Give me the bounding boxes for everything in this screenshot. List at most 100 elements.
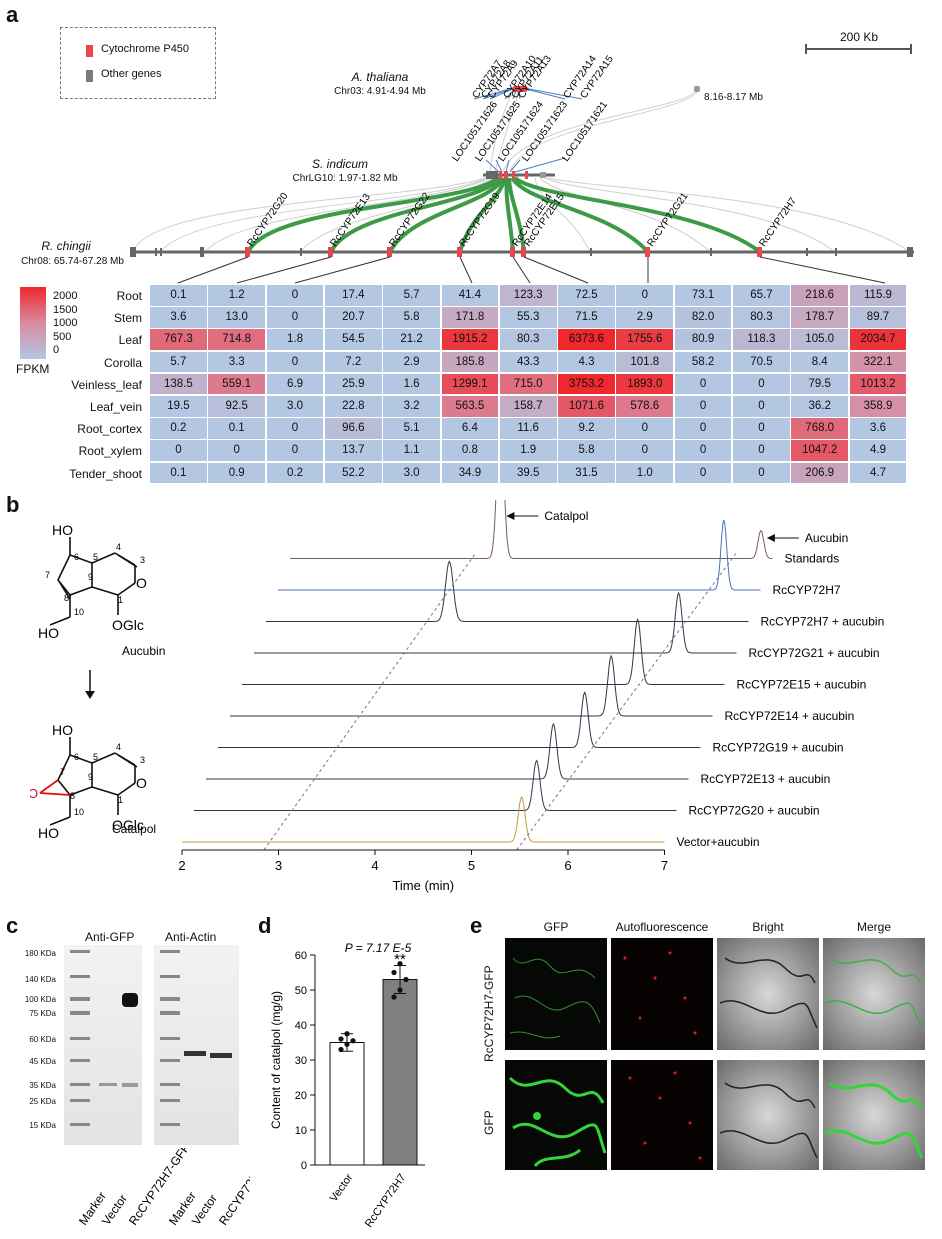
actin-band <box>210 1053 232 1058</box>
data-point <box>344 1041 350 1047</box>
athaliana-region: Chr03: 4.91-4.94 Mb <box>334 86 426 97</box>
catalpol-peak-label: Catalpol <box>544 509 588 523</box>
chromatogram-trace <box>194 759 677 811</box>
data-point <box>397 987 403 993</box>
heatmap-cell: 34.9 <box>441 462 499 484</box>
gfp-band <box>122 993 138 1007</box>
x-tick-label: 5 <box>468 858 475 873</box>
heatmap-cell: 715.0 <box>499 373 557 395</box>
blot-lane-labels: Marker Vector RcCYP72H7-GFP Marker Vecto… <box>76 1148 250 1228</box>
heatmap-cell: 1.1 <box>383 440 440 462</box>
heatmap-cell: 5.1 <box>383 418 440 439</box>
heatmap-row-label: Leaf_vein <box>89 400 142 414</box>
panel-label-a: a <box>6 2 19 27</box>
heatmap-cell: 0 <box>733 373 790 395</box>
heatmap-cell: 4.3 <box>558 351 615 373</box>
chromatogram-trace <box>278 519 761 591</box>
heatmap-cell: 1.6 <box>383 373 440 395</box>
y-tick-label: 10 <box>295 1125 307 1137</box>
heatmap-cell: 31.5 <box>558 462 615 484</box>
gfp-image <box>505 1060 607 1170</box>
colorbar-title: FPKM <box>16 362 50 376</box>
heatmap-cell: 0 <box>266 285 324 306</box>
athaliana-extra-block <box>694 86 700 92</box>
anti-gfp-label: Anti-GFP <box>85 930 135 944</box>
heatmap-cell: 3.2 <box>383 396 440 417</box>
heatmap-cell: 5.7 <box>383 285 440 306</box>
heatmap-cell: 58.2 <box>674 351 732 373</box>
heatmap-cell: 0 <box>266 307 324 328</box>
marker-label: 25 KDa <box>29 1097 56 1106</box>
marker-label: 75 KDa <box>29 1009 56 1018</box>
svg-text:1: 1 <box>118 595 123 605</box>
heatmap-cell: 0 <box>674 396 732 417</box>
bright-image <box>717 1060 819 1170</box>
svg-text:1: 1 <box>118 795 123 805</box>
heatmap-cell: 0 <box>616 285 674 306</box>
heatmap-cell: 80.9 <box>674 329 732 351</box>
heatmap-cell: 322.1 <box>849 351 907 373</box>
aucubin-oglc: OGlc <box>112 617 144 633</box>
panel-label-d: d <box>258 913 272 938</box>
actin-band <box>184 1051 206 1056</box>
svg-text:3: 3 <box>140 755 145 765</box>
heatmap-row-label: Root_xylem <box>78 444 142 459</box>
athaliana-name: A. thaliana <box>351 70 409 84</box>
heatmap-cell: 0 <box>733 462 790 484</box>
heatmap-cell: 3.3 <box>208 351 266 373</box>
heatmap-cell: 1755.6 <box>616 329 674 351</box>
catalpol-ho2: HO <box>38 825 59 841</box>
microscopy-column-header: Bright <box>752 920 784 934</box>
heatmap-cell: 2.9 <box>383 351 440 373</box>
sindicum-gene-blocks <box>486 171 546 179</box>
heatmap-cell: 0 <box>266 418 324 439</box>
heatmap-cell: 218.6 <box>791 285 849 306</box>
heatmap-cell: 43.3 <box>499 351 557 373</box>
heatmap-cell: 6.4 <box>441 418 499 439</box>
x-tick-label: 6 <box>564 858 571 873</box>
panel-label-b: b <box>6 492 20 517</box>
rchingii-name: R. chingii <box>41 239 91 253</box>
trace-label: RcCYP72G20 + aucubin <box>689 804 820 818</box>
aucubin-ho: HO <box>52 522 73 538</box>
heatmap-cell: 1.8 <box>266 329 324 351</box>
y-tick-label: 60 <box>295 950 307 962</box>
aucubin-name: Aucubin <box>122 644 165 658</box>
heatmap-cell: 0.2 <box>150 418 207 439</box>
heatmap-cell: 105.0 <box>791 329 849 351</box>
x-axis-label: Time (min) <box>392 878 454 893</box>
heatmap-cell: 25.9 <box>324 373 382 395</box>
heatmap-cell: 714.8 <box>208 329 266 351</box>
blue-links <box>473 87 583 173</box>
heatmap-cell: 118.3 <box>733 329 790 351</box>
heatmap-cell: 2034.7 <box>849 329 907 351</box>
heatmap-cell: 768.0 <box>791 418 849 439</box>
heatmap-cell: 578.6 <box>616 396 674 417</box>
x-tick-label: 4 <box>371 858 378 873</box>
p-value: P = 7.17 E-5 <box>345 941 412 955</box>
heatmap-cell: 5.7 <box>150 351 207 373</box>
y-tick-label: 30 <box>295 1055 307 1067</box>
heatmap-cell: 0.2 <box>266 462 324 484</box>
x-tick-label: 7 <box>661 858 668 873</box>
heatmap-cell: 767.3 <box>150 329 207 351</box>
heatmap-cell: 13.0 <box>208 307 266 328</box>
heatmap-cell: 22.8 <box>324 396 382 417</box>
alignment-guide <box>263 553 476 851</box>
heatmap-cell: 20.7 <box>324 307 382 328</box>
heatmap-cell: 3.0 <box>266 396 324 417</box>
heatmap-cell: 178.7 <box>791 307 849 328</box>
heatmap-cell: 72.5 <box>558 285 615 306</box>
heatmap-cell: 7.2 <box>324 351 382 373</box>
heatmap-cell: 13.7 <box>324 440 382 462</box>
heatmap-cell: 0 <box>208 440 266 462</box>
marker-label: 140 KDa <box>24 975 56 984</box>
heatmap-cell: 6373.6 <box>558 329 615 351</box>
y-tick-label: 40 <box>295 1020 307 1032</box>
x-tick-label: Vector <box>328 1172 356 1205</box>
svg-text:6: 6 <box>74 552 79 562</box>
heatmap-cell: 123.3 <box>499 285 557 306</box>
heatmap-row-label: Corolla <box>103 355 142 370</box>
aucubin-structure <box>49 537 138 626</box>
chromatogram-trace <box>290 500 773 559</box>
